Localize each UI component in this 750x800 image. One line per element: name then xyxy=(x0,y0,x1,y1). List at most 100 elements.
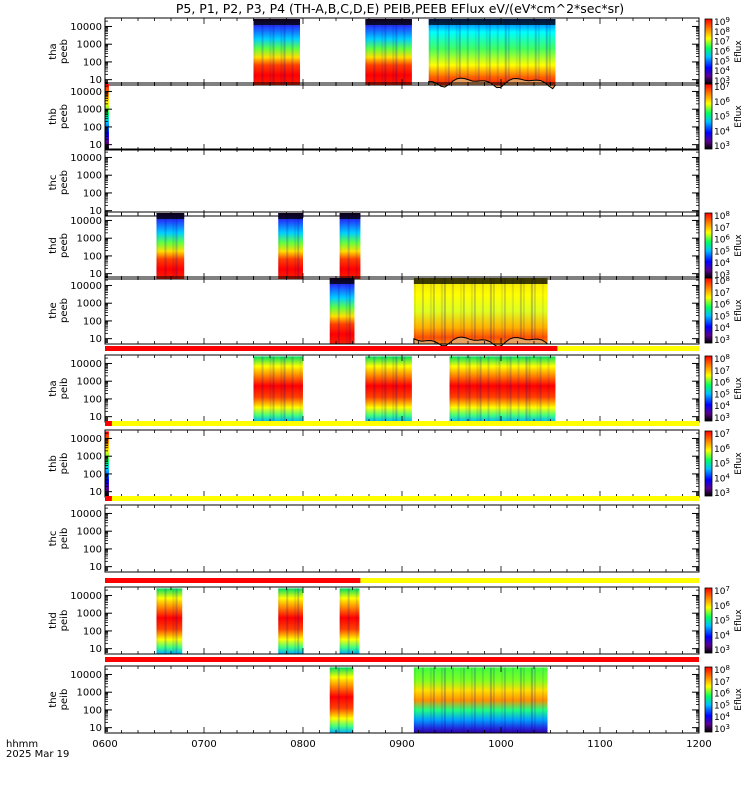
flag-segment-thd-peib-0 xyxy=(105,578,361,583)
colorbar-label: 106 xyxy=(714,443,730,455)
spectrum-stripe xyxy=(381,356,384,422)
panel-frame-thd-peeb xyxy=(104,211,700,280)
time-tick-label: 1100 xyxy=(587,739,612,750)
flag-segment-tha-peib-1 xyxy=(557,346,699,351)
spectrum-stripe xyxy=(286,213,289,279)
spectrum-stripe xyxy=(468,356,471,422)
spectrum-stripe xyxy=(355,588,358,654)
colorbar-unit-label: Eflux xyxy=(734,40,744,63)
colorbar-tha-peeb xyxy=(704,18,713,85)
y-axis-label: peib xyxy=(59,689,70,711)
spectrum-stripe xyxy=(528,356,531,422)
spectrum-stripe xyxy=(337,667,340,733)
colorbar-label: 106 xyxy=(714,234,730,246)
plot-title: P5, P1, P2, P3, P4 (TH-A,B,C,D,E) PEIB,P… xyxy=(176,1,624,16)
spectrum-block-thd-peeb-1 xyxy=(278,213,303,279)
spectrum-stripe xyxy=(365,19,368,85)
spectrum-stripe xyxy=(272,19,275,85)
spectrum-stripe xyxy=(488,19,491,85)
spectrum-stripe xyxy=(498,356,501,422)
spectrum-stripe xyxy=(477,19,480,85)
y-tick-label: 1000 xyxy=(77,171,102,182)
spectrum-stripe xyxy=(466,19,469,85)
colorbar-unit-label: Eflux xyxy=(734,452,744,475)
colorbar-unit-label: Eflux xyxy=(734,688,744,711)
spectrum-block-thd-peeb-2 xyxy=(339,213,361,279)
spectrum-stripe xyxy=(261,356,264,422)
spectrum-stripe xyxy=(507,19,510,85)
colorbar-unit-label: Eflux xyxy=(734,234,744,257)
spectrum-block-tha-peeb-2 xyxy=(428,19,556,85)
y-axis-label: thb xyxy=(48,108,59,125)
spectrum-stripe xyxy=(487,356,490,422)
colorbar-unit-label: Eflux xyxy=(734,609,744,632)
panel-thb-peib: 10 100 1000 10000 thb peib 103 104 105 106 107 Eflu… xyxy=(48,421,744,499)
spectrum-block-thd-peib-1 xyxy=(278,588,303,654)
y-tick-label: 10 xyxy=(89,140,102,151)
colorbar-label: 105 xyxy=(714,699,730,711)
spectrum-stripe xyxy=(517,356,520,422)
colorbar-label: 107 xyxy=(714,222,730,234)
fill-value-band xyxy=(339,213,361,219)
spectrum-stripe xyxy=(519,278,522,344)
colorbar-label: 104 xyxy=(714,322,730,334)
spectrum-stripe xyxy=(481,278,484,344)
spectrum-stripe xyxy=(455,19,458,85)
spectrum-stripe xyxy=(175,588,178,654)
spectrum-stripe xyxy=(429,278,432,344)
spectrum-stripe xyxy=(447,19,450,85)
flag-segment-tha-peib-0 xyxy=(105,346,558,351)
spectrum-stripe xyxy=(534,19,537,85)
panel-frame-thc-peib xyxy=(104,504,700,573)
y-tick-label: 100 xyxy=(83,251,102,262)
y-tick-label: 100 xyxy=(83,394,102,405)
y-axis-label: peeb xyxy=(59,298,70,323)
spectrum-block-the-peeb-1 xyxy=(413,278,548,344)
colorbar-label: 108 xyxy=(714,210,730,222)
spectrum-stripe xyxy=(545,19,548,85)
y-axis-label: the xyxy=(48,302,59,318)
flag-segment-thc-peib-1 xyxy=(111,496,700,501)
spectrum-stripe xyxy=(504,19,507,85)
y-tick-label: 10000 xyxy=(70,434,102,445)
colorbar-label: 107 xyxy=(714,428,730,440)
spectrum-stripe xyxy=(457,356,460,422)
panel-thd-peib: 10 100 1000 10000 thd peib 103 104 105 106 107 Eflu… xyxy=(48,578,744,656)
colorbar-thd-peeb xyxy=(704,212,713,279)
spectrum-stripe xyxy=(347,588,350,654)
colorbar-label: 107 xyxy=(714,676,730,688)
colorbar-label: 108 xyxy=(714,664,730,676)
colorbar-label: 107 xyxy=(714,81,730,93)
flag-segment-thb-peib-0 xyxy=(105,421,112,426)
spectrum-stripe xyxy=(474,19,477,85)
spectrum-stripe xyxy=(500,278,503,344)
y-tick-label: 1000 xyxy=(77,452,102,463)
time-tick-label: 1000 xyxy=(488,739,513,750)
spectrum-stripe xyxy=(541,278,544,344)
y-tick-label: 10 xyxy=(89,334,102,345)
spectrum-stripe xyxy=(339,588,342,654)
time-tick-label: 0800 xyxy=(290,739,315,750)
spectrum-stripe xyxy=(537,19,540,85)
colorbar-label: 103 xyxy=(714,723,730,735)
spectrum-stripe xyxy=(547,356,550,422)
colorbar-label: 103 xyxy=(714,75,730,87)
y-tick-label: 10 xyxy=(89,487,102,498)
spectrum-stripe xyxy=(156,213,159,279)
spectrum-stripe xyxy=(451,278,454,344)
spectrum-block-the-peeb-0 xyxy=(329,278,355,344)
colorbar-tha-peib xyxy=(704,355,713,422)
spectrum-stripe xyxy=(164,213,167,279)
spectrum-stripe xyxy=(345,278,348,344)
spectrum-stripe xyxy=(347,213,350,279)
colorbar-thb-peib xyxy=(704,430,713,497)
spectrum-block-thd-peib-0 xyxy=(156,588,183,654)
colorbar-label: 103 xyxy=(714,269,730,281)
spectrum-stripe xyxy=(156,588,159,654)
y-tick-label: 100 xyxy=(83,705,102,716)
y-tick-label: 10 xyxy=(89,75,102,86)
